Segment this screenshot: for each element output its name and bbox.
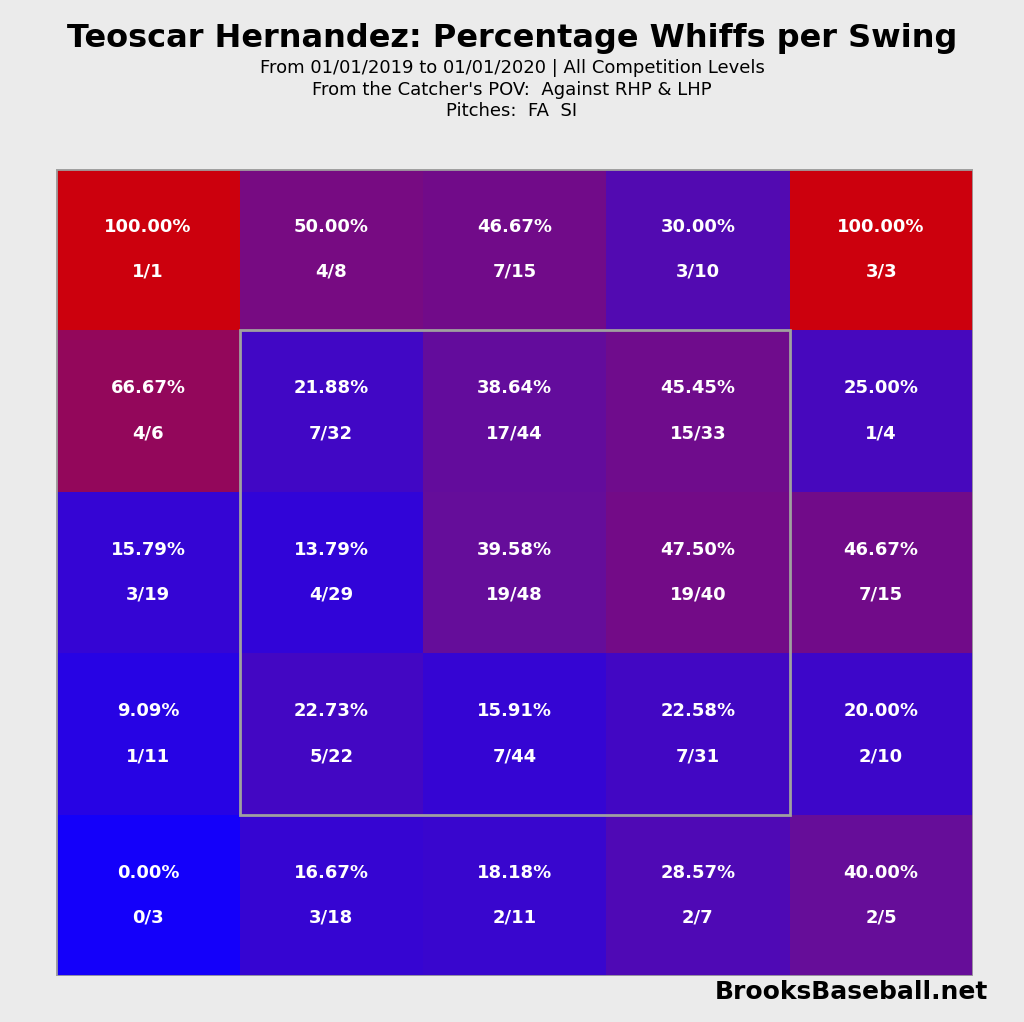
Bar [790, 330, 973, 492]
Text: 19/48: 19/48 [486, 586, 543, 604]
Text: 0/3: 0/3 [132, 909, 164, 927]
Text: 3/10: 3/10 [676, 263, 720, 281]
Text: 7/32: 7/32 [309, 424, 353, 443]
Text: 9.09%: 9.09% [117, 702, 179, 721]
Text: Pitches:  FA  SI: Pitches: FA SI [446, 102, 578, 121]
Text: 3/3: 3/3 [865, 263, 897, 281]
Text: 2/7: 2/7 [682, 909, 714, 927]
Bar [423, 815, 606, 976]
Text: 39.58%: 39.58% [477, 541, 552, 559]
Text: From 01/01/2019 to 01/01/2020 | All Competition Levels: From 01/01/2019 to 01/01/2020 | All Comp… [259, 59, 765, 78]
Bar [56, 815, 240, 976]
Bar [240, 169, 423, 330]
Text: 38.64%: 38.64% [477, 379, 552, 398]
Bar [790, 169, 973, 330]
Text: 40.00%: 40.00% [844, 864, 919, 882]
Text: 66.67%: 66.67% [111, 379, 185, 398]
Bar [423, 492, 606, 653]
Text: 50.00%: 50.00% [294, 218, 369, 236]
Bar [790, 492, 973, 653]
Text: 7/44: 7/44 [493, 747, 537, 765]
Text: 15.79%: 15.79% [111, 541, 185, 559]
Bar [423, 653, 606, 815]
Text: 4/6: 4/6 [132, 424, 164, 443]
Text: 17/44: 17/44 [486, 424, 543, 443]
Bar [56, 169, 240, 330]
Bar [606, 169, 790, 330]
Bar [423, 169, 606, 330]
Text: 22.73%: 22.73% [294, 702, 369, 721]
Text: 4/8: 4/8 [315, 263, 347, 281]
Text: 7/15: 7/15 [859, 586, 903, 604]
Bar [240, 330, 423, 492]
Text: 45.45%: 45.45% [660, 379, 735, 398]
Bar [790, 815, 973, 976]
Text: 7/31: 7/31 [676, 747, 720, 765]
Text: 0.00%: 0.00% [117, 864, 179, 882]
Bar [790, 653, 973, 815]
Bar [240, 492, 423, 653]
Text: 30.00%: 30.00% [660, 218, 735, 236]
Bar [56, 492, 240, 653]
Bar [606, 330, 790, 492]
Text: From the Catcher's POV:  Against RHP & LHP: From the Catcher's POV: Against RHP & LH… [312, 81, 712, 99]
Text: 15/33: 15/33 [670, 424, 726, 443]
Text: 22.58%: 22.58% [660, 702, 735, 721]
Text: 2/5: 2/5 [865, 909, 897, 927]
Text: 19/40: 19/40 [670, 586, 726, 604]
Text: 3/18: 3/18 [309, 909, 353, 927]
Bar [423, 330, 606, 492]
Bar [606, 815, 790, 976]
Text: 100.00%: 100.00% [838, 218, 925, 236]
Bar [606, 492, 790, 653]
Text: 2/11: 2/11 [493, 909, 537, 927]
Text: 20.00%: 20.00% [844, 702, 919, 721]
Text: 7/15: 7/15 [493, 263, 537, 281]
Text: 13.79%: 13.79% [294, 541, 369, 559]
Text: 21.88%: 21.88% [294, 379, 369, 398]
Text: 2/10: 2/10 [859, 747, 903, 765]
Text: 18.18%: 18.18% [477, 864, 552, 882]
Text: Teoscar Hernandez: Percentage Whiffs per Swing: Teoscar Hernandez: Percentage Whiffs per… [67, 24, 957, 54]
Bar [56, 653, 240, 815]
Text: 46.67%: 46.67% [477, 218, 552, 236]
Text: 100.00%: 100.00% [104, 218, 191, 236]
Text: 16.67%: 16.67% [294, 864, 369, 882]
Text: 47.50%: 47.50% [660, 541, 735, 559]
Bar [240, 815, 423, 976]
Text: 1/4: 1/4 [865, 424, 897, 443]
Text: 28.57%: 28.57% [660, 864, 735, 882]
Bar [240, 653, 423, 815]
Text: 1/11: 1/11 [126, 747, 170, 765]
Bar [606, 653, 790, 815]
Text: 1/1: 1/1 [132, 263, 164, 281]
Bar [56, 330, 240, 492]
Text: 4/29: 4/29 [309, 586, 353, 604]
Text: 46.67%: 46.67% [844, 541, 919, 559]
Text: 3/19: 3/19 [126, 586, 170, 604]
Text: BrooksBaseball.net: BrooksBaseball.net [715, 980, 988, 1004]
Text: 25.00%: 25.00% [844, 379, 919, 398]
Bar [240, 330, 790, 815]
Text: 15.91%: 15.91% [477, 702, 552, 721]
Text: 5/22: 5/22 [309, 747, 353, 765]
